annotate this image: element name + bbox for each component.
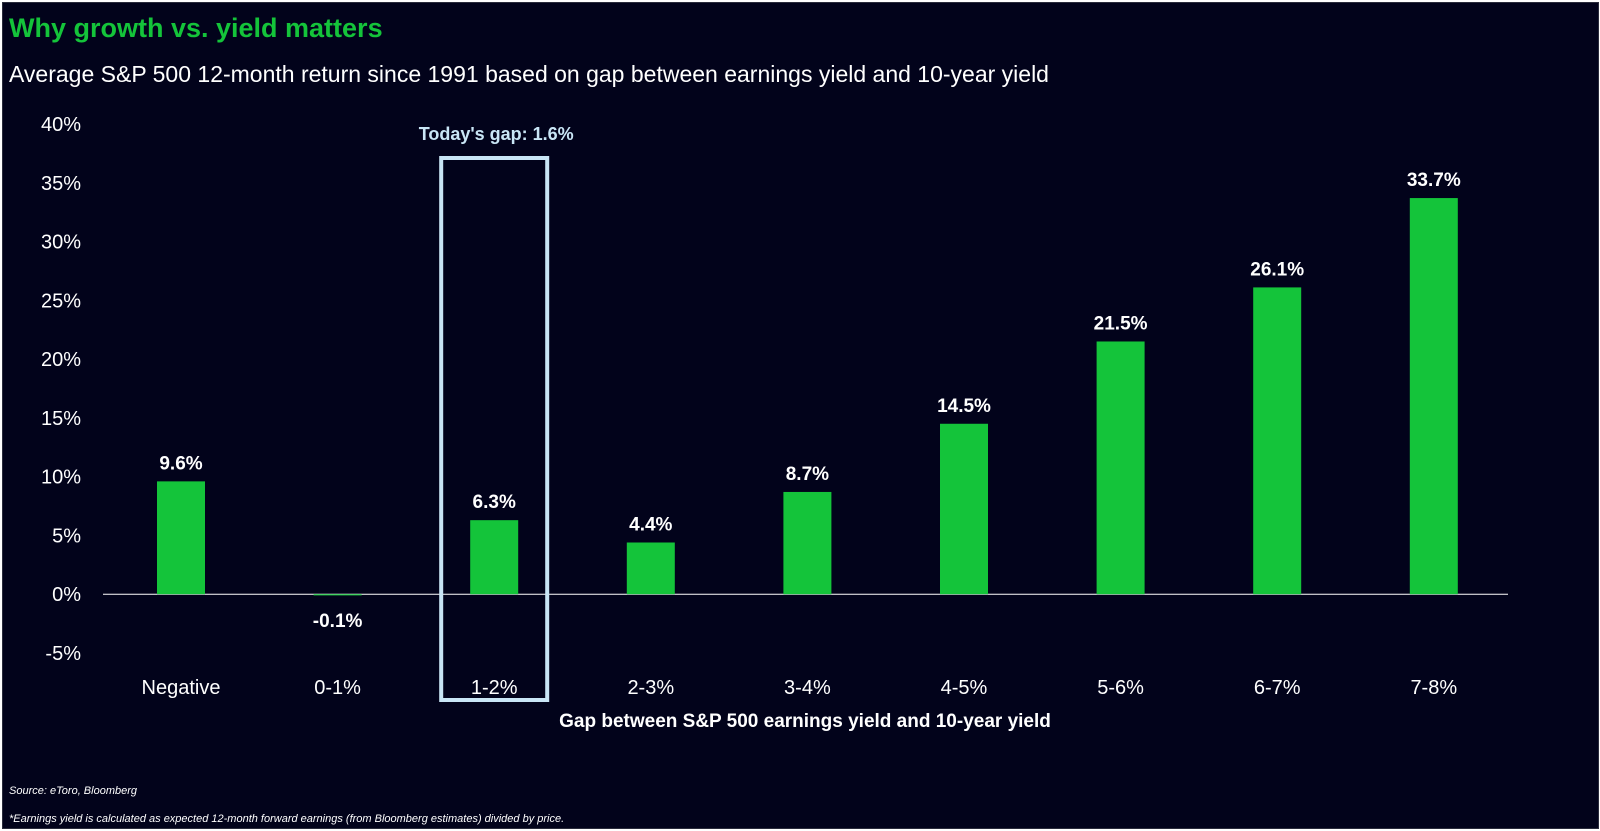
- y-tick-label: 15%: [41, 408, 81, 430]
- bar: [783, 491, 832, 595]
- chart-title: Why growth vs. yield matters: [9, 13, 383, 43]
- bar: [940, 423, 988, 595]
- data-label: 8.7%: [786, 464, 829, 485]
- data-label: 21.5%: [1094, 313, 1148, 334]
- category-label: 7-8%: [1410, 677, 1457, 699]
- data-label: -0.1%: [313, 611, 363, 632]
- chart-subtitle: Average S&P 500 12-month return since 19…: [9, 61, 1049, 87]
- y-tick-label: 20%: [41, 349, 81, 371]
- bar: [470, 520, 519, 595]
- category-label: 3-4%: [784, 677, 831, 699]
- data-label: 9.6%: [159, 453, 202, 474]
- data-label: 26.1%: [1250, 259, 1304, 280]
- source-note: Source: eToro, Bloomberg: [9, 785, 137, 797]
- data-label: 6.3%: [473, 492, 516, 513]
- highlight-box: [439, 156, 550, 702]
- y-tick-label: -5%: [45, 643, 81, 665]
- bar: [1096, 341, 1145, 595]
- y-tick-label: 40%: [41, 114, 81, 136]
- data-label: 33.7%: [1407, 170, 1461, 191]
- category-label: 1-2%: [471, 677, 518, 699]
- category-label: Negative: [142, 677, 221, 699]
- bar: [626, 542, 675, 595]
- category-label: 6-7%: [1254, 677, 1301, 699]
- y-tick-label: 5%: [52, 525, 81, 547]
- bar: [1409, 198, 1458, 595]
- y-tick-label: 10%: [41, 467, 81, 489]
- bar: [313, 594, 362, 596]
- x-axis-title: Gap between S&P 500 earnings yield and 1…: [559, 711, 1051, 732]
- footnote: *Earnings yield is calculated as expecte…: [9, 813, 565, 825]
- y-tick-label: 30%: [41, 232, 81, 254]
- data-label: 14.5%: [937, 396, 991, 417]
- highlight-label: Today's gap: 1.6%: [419, 124, 574, 144]
- category-label: 5-6%: [1097, 677, 1144, 699]
- y-tick-label: 25%: [41, 290, 81, 312]
- y-tick-label: 0%: [52, 584, 81, 606]
- category-label: 4-5%: [941, 677, 988, 699]
- bar: [1253, 287, 1302, 595]
- bar-chart: 40% 35% 30% 25% 20% 15% 10% 5% 0% -5% 9.6% Negative…: [41, 114, 1508, 732]
- category-label: 2-3%: [627, 677, 674, 699]
- bar: [157, 481, 205, 595]
- y-tick-label: 35%: [41, 173, 81, 195]
- data-label: 4.4%: [629, 514, 672, 535]
- category-label: 0-1%: [314, 677, 361, 699]
